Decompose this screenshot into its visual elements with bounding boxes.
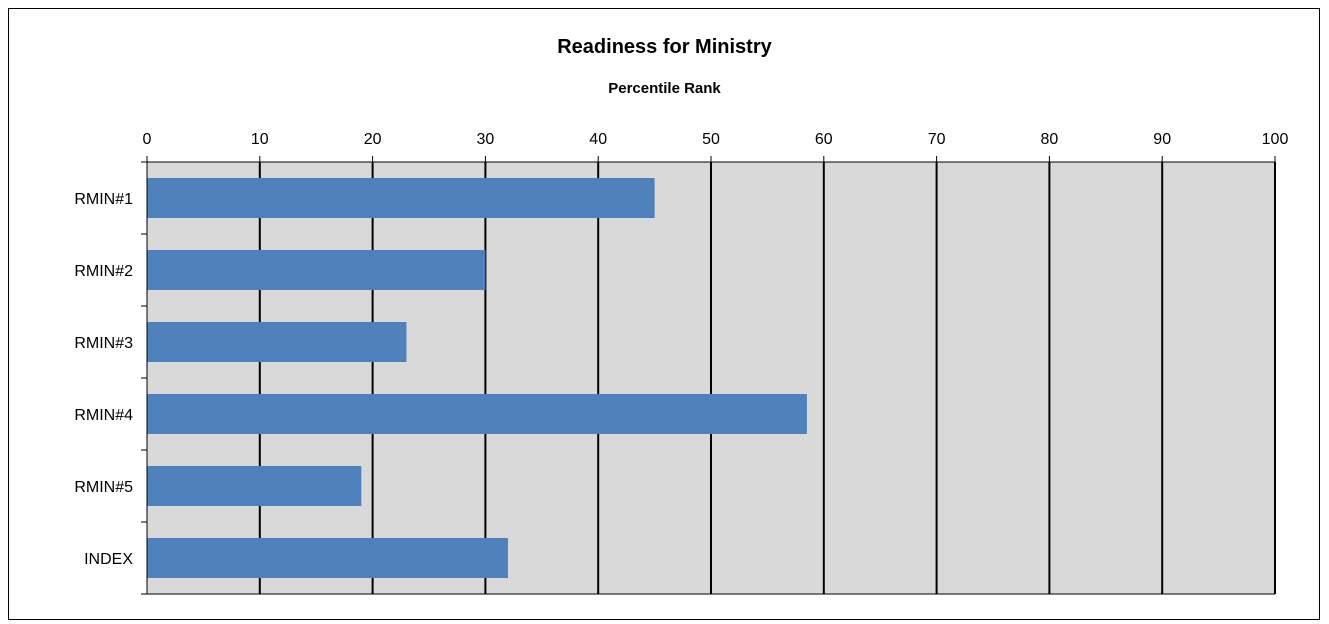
bar-rmin-2 xyxy=(147,250,486,290)
y-label-rmin-2: RMIN#2 xyxy=(74,263,133,280)
y-label-rmin-5: RMIN#5 xyxy=(74,479,133,496)
x-tick-label-30: 30 xyxy=(477,131,495,148)
y-label-index: INDEX xyxy=(84,551,133,568)
bar-rmin-3 xyxy=(147,322,407,362)
bar-rmin-1 xyxy=(147,178,655,218)
y-label-rmin-3: RMIN#3 xyxy=(74,335,133,352)
bar-rmin-4 xyxy=(147,394,807,434)
x-tick-label-90: 90 xyxy=(1153,131,1171,148)
y-label-rmin-1: RMIN#1 xyxy=(74,191,133,208)
y-label-rmin-4: RMIN#4 xyxy=(74,407,133,424)
x-tick-label-0: 0 xyxy=(143,131,152,148)
x-tick-label-10: 10 xyxy=(251,131,269,148)
x-tick-label-20: 20 xyxy=(364,131,382,148)
x-tick-label-50: 50 xyxy=(702,131,720,148)
x-tick-label-40: 40 xyxy=(589,131,607,148)
chart-subtitle: Percentile Rank xyxy=(608,80,721,97)
x-tick-label-100: 100 xyxy=(1262,131,1289,148)
x-tick-label-70: 70 xyxy=(928,131,946,148)
x-tick-label-60: 60 xyxy=(815,131,833,148)
chart-title: Readiness for Ministry xyxy=(557,36,772,58)
bar-index xyxy=(147,538,508,578)
x-tick-label-80: 80 xyxy=(1041,131,1059,148)
bar-rmin-5 xyxy=(147,466,362,506)
